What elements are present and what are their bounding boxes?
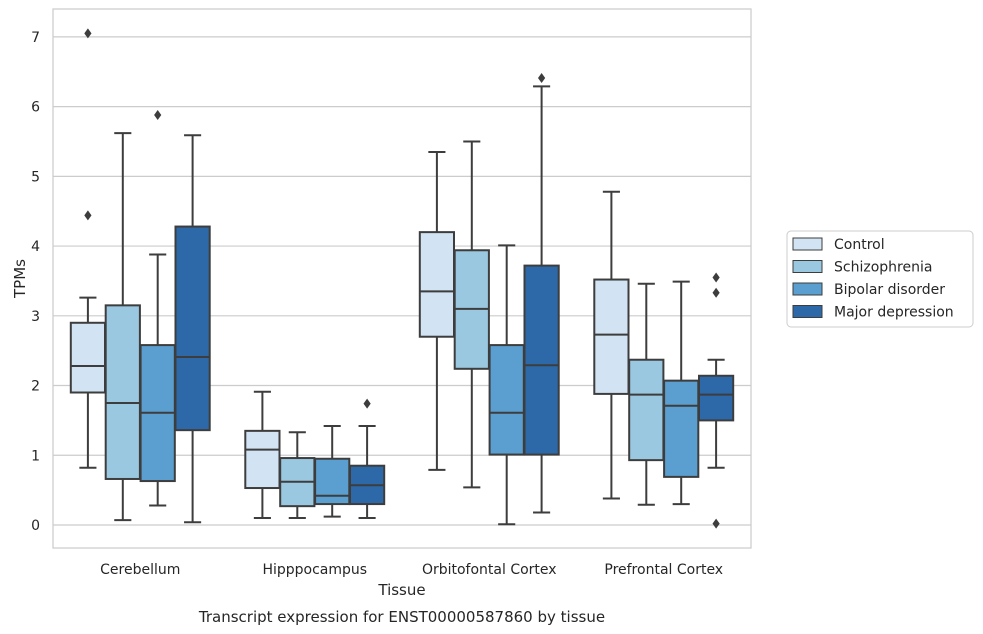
box-group-prefrontal-cortex <box>593 190 735 529</box>
box-iqr <box>593 278 630 395</box>
box-group-hipppocampus <box>244 390 386 520</box>
box-iqr <box>523 264 560 456</box>
outlier-point <box>84 28 92 39</box>
y-tick-label: 1 <box>31 448 40 464</box>
y-tick-label: 5 <box>31 169 40 185</box>
box-iqr <box>418 231 456 338</box>
box-control <box>593 190 630 500</box>
legend-frame <box>786 230 974 328</box>
x-axis-title: Tissue <box>377 581 425 599</box>
outlier-point <box>363 398 371 409</box>
box-schizophrenia <box>453 140 490 489</box>
y-tick-label: 6 <box>31 100 40 116</box>
box-iqr <box>628 358 665 462</box>
legend-item: Major depression <box>792 305 954 321</box>
box-iqr <box>314 457 351 506</box>
box-iqr <box>69 321 107 394</box>
box-major-depression <box>174 134 211 524</box>
box-major-depression <box>348 398 386 520</box>
box-major-depression <box>697 272 735 529</box>
outlier-point <box>712 272 720 283</box>
outlier-point <box>154 109 162 120</box>
outlier-point <box>538 73 546 84</box>
y-axis-ticks: 0 1 2 3 4 5 6 7 <box>31 30 40 534</box>
box-iqr <box>697 374 735 422</box>
outlier-point <box>712 518 720 529</box>
legend-label: Schizophrenia <box>834 260 932 276</box>
box-bipolar-disorder <box>663 280 700 506</box>
box-major-depression <box>523 73 560 514</box>
box-iqr <box>104 304 141 480</box>
x-tick-label: Orbitofontal Cortex <box>422 562 557 578</box>
y-axis-title: TPMs <box>11 259 29 299</box>
legend-swatch <box>792 237 823 251</box>
box-bipolar-disorder <box>139 109 176 507</box>
legend-label: Control <box>834 237 885 253</box>
box-iqr <box>244 429 281 490</box>
legend-item: Schizophrenia <box>792 260 932 276</box>
outlier-point <box>84 210 92 221</box>
legend: Control Schizophrenia Bipolar disorder Majo… <box>786 230 974 328</box>
plot-frame <box>52 8 752 549</box>
box-iqr <box>174 225 211 432</box>
box-schizophrenia <box>628 282 665 506</box>
box-group-orbitofontal-cortex <box>418 73 560 526</box>
x-tick-label: Prefrontal Cortex <box>604 562 723 578</box>
box-control <box>418 150 456 471</box>
box-schizophrenia <box>279 431 316 520</box>
legend-item: Control <box>792 237 885 253</box>
legend-swatch <box>792 305 823 318</box>
y-tick-label: 7 <box>31 30 40 46</box>
legend-label: Bipolar disorder <box>834 282 945 298</box>
x-tick-label: Hipppocampus <box>262 562 367 578</box>
box-bipolar-disorder <box>488 244 525 526</box>
box-iqr <box>663 379 700 478</box>
box-control <box>244 390 281 520</box>
legend-item: Bipolar disorder <box>792 282 945 298</box>
x-axis-ticks: Cerebellum Hipppocampus Orbitofontal Corte… <box>100 562 723 578</box>
legend-label: Major depression <box>834 305 954 321</box>
outlier-point <box>712 287 720 298</box>
legend-swatch <box>792 260 823 273</box>
y-tick-label: 0 <box>31 518 40 534</box>
y-tick-label: 4 <box>31 239 40 255</box>
box-control <box>69 28 107 469</box>
y-tick-label: 3 <box>31 309 40 325</box>
legend-swatch <box>792 282 823 296</box>
x-tick-label: Cerebellum <box>100 562 180 578</box>
box-schizophrenia <box>104 132 141 522</box>
chart-caption: Transcript expression for ENST0000058786… <box>198 608 605 626</box>
y-tick-label: 2 <box>31 379 40 395</box>
box-group-cerebellum <box>69 28 211 524</box>
box-groups <box>69 28 735 529</box>
box-iqr <box>488 344 525 456</box>
box-bipolar-disorder <box>314 424 351 518</box>
